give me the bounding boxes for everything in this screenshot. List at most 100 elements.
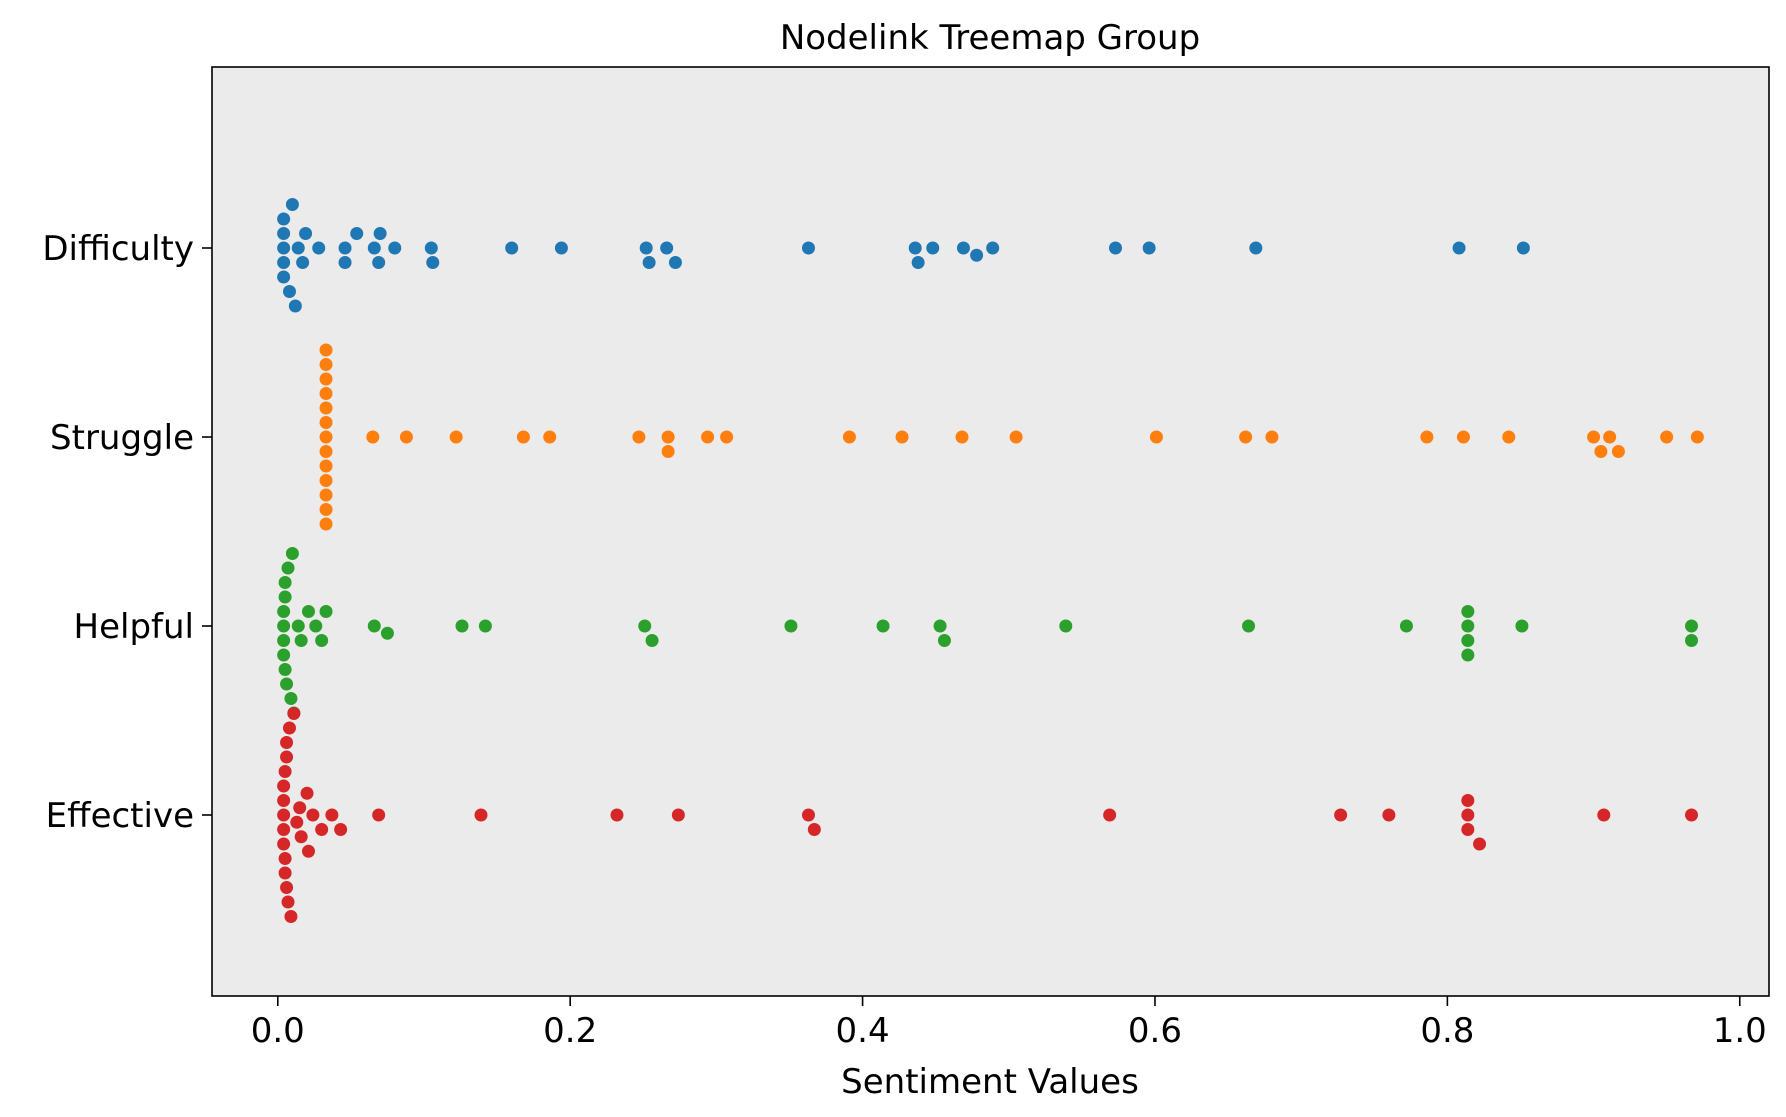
data-point: [282, 721, 296, 735]
data-point: [478, 619, 492, 633]
data-points: [277, 198, 1704, 923]
data-point: [1103, 808, 1117, 822]
series-helpful: [277, 547, 1699, 720]
data-point: [380, 626, 394, 640]
data-point: [1059, 619, 1073, 633]
data-point: [842, 430, 856, 444]
data-point: [1399, 619, 1413, 633]
data-point: [277, 256, 291, 269]
data-point: [319, 416, 333, 429]
data-point: [284, 692, 298, 705]
data-point: [720, 430, 734, 444]
data-point: [277, 605, 291, 618]
data-point: [660, 241, 674, 255]
data-point: [1265, 430, 1279, 444]
data-point: [955, 430, 969, 444]
data-point: [911, 256, 925, 269]
data-point: [424, 241, 438, 255]
data-point: [277, 648, 291, 662]
data-point: [426, 256, 440, 269]
data-point: [296, 256, 310, 269]
x-tick-label: 1.0: [1713, 1011, 1767, 1051]
data-point: [937, 634, 951, 647]
data-point: [319, 445, 333, 458]
x-axis: 0.0 0.2 0.4 0.6 0.8 1.0: [251, 996, 1767, 1051]
data-point: [319, 387, 333, 400]
data-point: [1461, 648, 1475, 662]
data-point: [315, 634, 329, 647]
data-point: [319, 372, 333, 386]
data-point: [319, 430, 333, 444]
data-point: [1502, 430, 1516, 444]
data-point: [278, 576, 292, 589]
data-point: [319, 358, 333, 371]
data-point: [338, 241, 352, 255]
data-point: [277, 227, 291, 240]
data-point: [350, 227, 364, 240]
data-point: [956, 241, 970, 255]
data-point: [801, 808, 815, 822]
data-point: [1515, 619, 1529, 633]
data-point: [277, 270, 291, 284]
data-point: [366, 430, 380, 444]
data-point: [1456, 430, 1470, 444]
data-point: [388, 241, 402, 255]
data-point: [1461, 634, 1475, 647]
data-point: [1249, 241, 1263, 255]
data-point: [1690, 430, 1704, 444]
data-point: [280, 677, 294, 691]
data-point: [474, 808, 488, 822]
data-point: [319, 401, 333, 415]
data-point: [373, 227, 387, 240]
data-point: [285, 547, 299, 560]
data-point: [668, 256, 682, 269]
data-point: [306, 808, 320, 822]
data-point: [970, 248, 984, 262]
data-point: [895, 430, 909, 444]
data-point: [288, 299, 302, 313]
category-label-difficulty: Difficulty: [42, 229, 194, 269]
series-difficulty: [277, 198, 1530, 313]
data-point: [661, 430, 675, 444]
data-point: [278, 663, 292, 676]
data-point: [280, 750, 294, 764]
data-point: [277, 212, 291, 226]
data-point: [1685, 634, 1699, 647]
data-point: [294, 830, 308, 844]
data-point: [671, 808, 685, 822]
data-point: [1587, 430, 1601, 444]
data-point: [1461, 823, 1475, 836]
data-point: [1239, 430, 1253, 444]
data-point: [309, 619, 323, 633]
data-point: [277, 837, 291, 851]
data-point: [505, 241, 519, 255]
data-point: [1597, 808, 1611, 822]
x-tick-label: 0.4: [836, 1011, 890, 1051]
data-point: [285, 198, 299, 211]
data-point: [1594, 445, 1608, 458]
data-point: [784, 619, 798, 633]
data-point: [1149, 430, 1163, 444]
data-point: [338, 256, 352, 269]
data-point: [277, 619, 291, 633]
data-point: [1461, 605, 1475, 618]
category-label-effective: Effective: [46, 796, 194, 836]
data-point: [325, 808, 339, 822]
x-tick-label: 0.8: [1420, 1011, 1474, 1051]
data-point: [1420, 430, 1434, 444]
data-point: [1334, 808, 1348, 822]
data-point: [287, 707, 301, 720]
data-point: [299, 227, 313, 240]
data-point: [449, 430, 463, 444]
data-point: [1611, 445, 1625, 458]
data-point: [1382, 808, 1396, 822]
data-point: [543, 430, 557, 444]
data-point: [372, 256, 386, 269]
data-point: [661, 445, 675, 458]
data-point: [701, 430, 715, 444]
data-point: [367, 619, 381, 633]
data-point: [277, 241, 291, 255]
data-point: [642, 256, 656, 269]
data-point: [926, 241, 940, 255]
data-point: [334, 823, 348, 836]
